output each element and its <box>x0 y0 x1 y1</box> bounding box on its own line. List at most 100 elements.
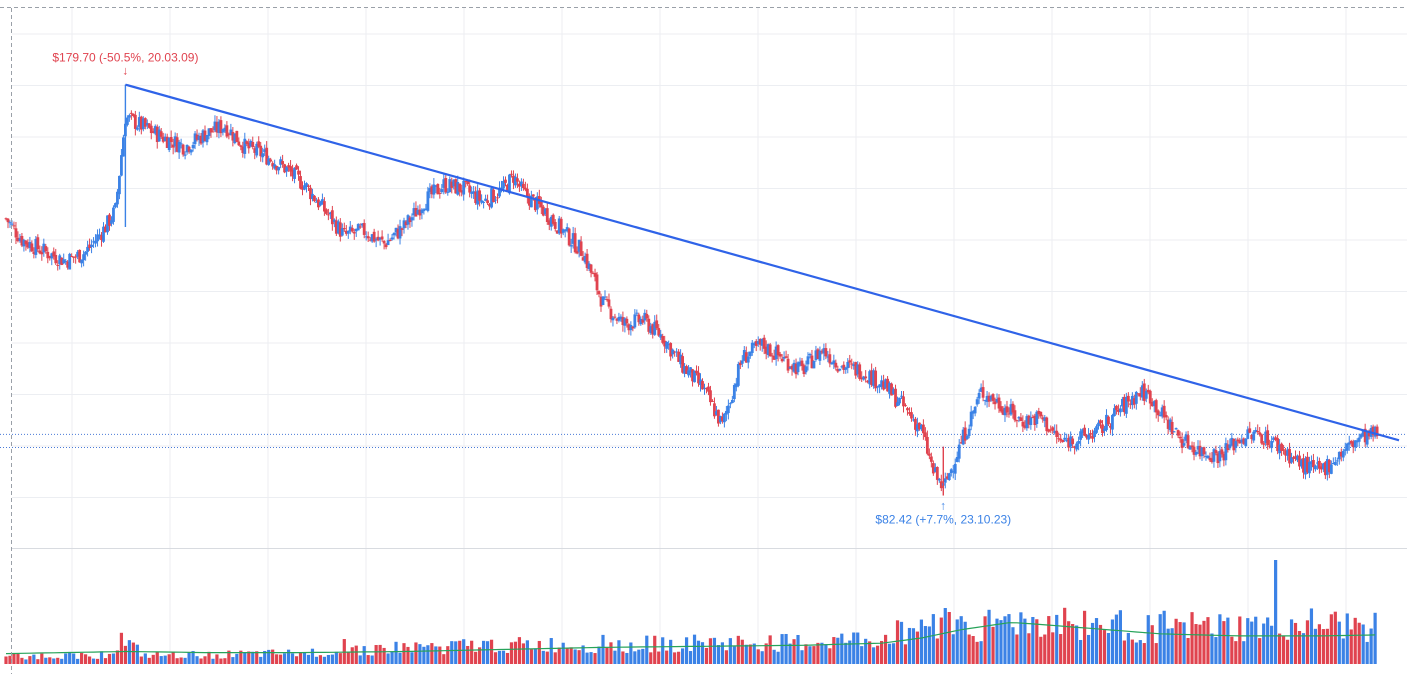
volume-bar <box>617 640 621 664</box>
volume-bar <box>191 651 195 664</box>
candle-body <box>141 118 145 130</box>
candle-body <box>72 256 76 258</box>
volume-bar <box>414 642 418 664</box>
volume-bar <box>748 644 752 664</box>
candle-body <box>460 190 464 193</box>
candle-body <box>846 361 850 369</box>
candle-body <box>187 146 191 152</box>
candle-body <box>66 261 70 268</box>
candle-body <box>1029 417 1033 425</box>
candle-body <box>285 167 288 172</box>
candle-body <box>297 170 300 175</box>
candle-body <box>1065 440 1069 442</box>
volume-bar <box>613 650 617 664</box>
volume-bar <box>346 652 350 664</box>
candle-body <box>983 399 987 401</box>
candle-body <box>1172 431 1176 433</box>
candle-body <box>305 183 308 187</box>
volume-bar <box>298 652 303 664</box>
candle-body <box>1015 420 1019 422</box>
volume-bar <box>211 658 215 664</box>
candle-body <box>999 406 1003 412</box>
volume-bar <box>995 618 999 664</box>
candle-body <box>243 138 247 154</box>
min-arrow-icon: ↑ <box>940 499 946 513</box>
volume-bar <box>350 647 354 664</box>
candle-body <box>882 381 885 390</box>
volume-bar <box>430 643 434 664</box>
volume-bar <box>231 657 235 664</box>
volume-bar <box>330 654 334 664</box>
candle-body <box>876 386 880 388</box>
candle-body <box>112 207 115 222</box>
candle-body <box>914 418 917 430</box>
candle-body <box>563 229 567 232</box>
candlestick-series <box>4 84 1379 496</box>
volume-bar <box>470 640 474 664</box>
candle-body <box>605 299 609 301</box>
candle-body <box>1120 398 1124 407</box>
candle-body <box>637 314 641 323</box>
candle-body <box>440 189 444 193</box>
volume-bar <box>724 650 728 664</box>
candle-body <box>918 422 921 430</box>
candle-body <box>522 183 525 188</box>
candle-body <box>1373 427 1377 437</box>
volume-bar <box>677 651 681 664</box>
candle-body <box>796 362 800 373</box>
volume-bar <box>983 616 987 664</box>
candle-body <box>1304 458 1307 475</box>
candle-body <box>1075 443 1079 450</box>
volume-bar <box>1250 621 1254 664</box>
candle-body <box>1192 446 1196 455</box>
candle-body <box>784 356 788 358</box>
volume-bar <box>1154 643 1158 664</box>
candle-body <box>348 226 352 232</box>
volume-bar <box>876 645 880 664</box>
volume-bar <box>434 646 438 664</box>
candle-body <box>754 341 758 346</box>
candle-body <box>1196 446 1200 450</box>
candle-body <box>338 222 342 237</box>
volume-bar <box>696 640 701 664</box>
volume-bar <box>764 643 768 664</box>
candle-body <box>631 326 635 329</box>
volume-bar <box>645 635 649 664</box>
volume-bar <box>442 654 446 664</box>
volume-bar <box>402 643 406 664</box>
volume-bar <box>828 648 832 664</box>
candle-body <box>470 191 474 194</box>
candle-body <box>874 370 878 389</box>
candle-body <box>199 135 203 144</box>
candle-body <box>350 227 354 232</box>
volume-bar <box>36 659 40 664</box>
candle-body <box>908 412 911 414</box>
candle-body <box>738 362 742 366</box>
volume-bar <box>1194 624 1198 664</box>
volume-bar <box>314 656 319 664</box>
candle-body <box>193 133 197 145</box>
volume-bar <box>637 649 641 664</box>
volume-bar <box>247 651 251 664</box>
candle-body <box>695 370 698 374</box>
candle-body <box>1039 411 1043 417</box>
candle-body <box>790 365 794 370</box>
candle-body <box>1272 437 1276 440</box>
candle-body <box>553 221 557 229</box>
candle-body <box>575 250 579 254</box>
candle-body <box>448 179 452 193</box>
candle-body <box>173 136 177 147</box>
candle-body <box>1160 407 1164 417</box>
candle-body <box>221 129 225 133</box>
volume-bar <box>788 643 792 664</box>
candle-body <box>1294 456 1297 459</box>
candle-body <box>979 387 983 392</box>
candle-body <box>746 356 750 363</box>
volume-bar <box>951 634 955 664</box>
trendline[interactable] <box>125 83 1400 442</box>
volume-bar <box>1039 636 1043 664</box>
candle-body <box>788 367 792 369</box>
candle-body <box>826 356 830 358</box>
candle-body <box>896 402 899 406</box>
